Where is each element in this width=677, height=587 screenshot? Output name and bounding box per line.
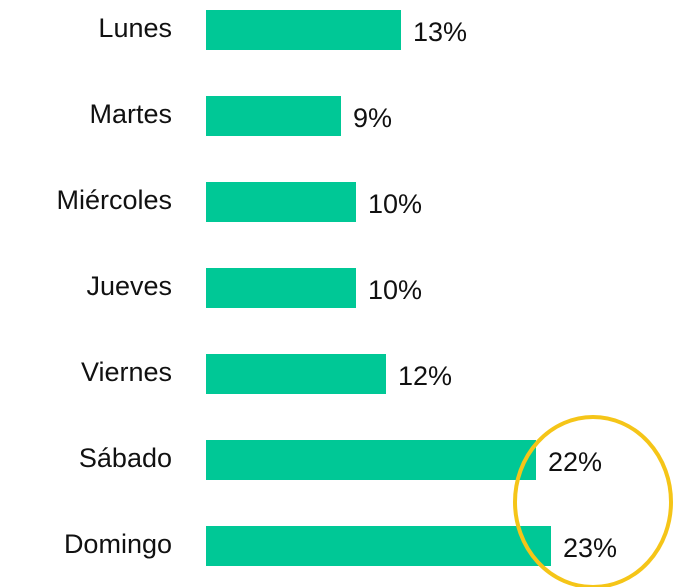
category-label: Martes	[89, 99, 172, 129]
bar	[206, 354, 386, 394]
bar	[206, 440, 536, 480]
category-label: Viernes	[81, 357, 172, 387]
bar	[206, 10, 401, 50]
category-label: Sábado	[79, 443, 172, 473]
bar	[206, 268, 356, 308]
category-label: Miércoles	[56, 185, 172, 215]
value-label: 13%	[413, 17, 467, 47]
value-label: 12%	[398, 361, 452, 391]
category-label: Lunes	[98, 13, 172, 43]
highlight-circle	[513, 415, 673, 587]
category-label: Jueves	[86, 271, 172, 301]
bar	[206, 526, 551, 566]
value-label: 23%	[563, 533, 617, 563]
value-label: 10%	[368, 189, 422, 219]
bar	[206, 182, 356, 222]
value-label: 9%	[353, 103, 392, 133]
category-label: Domingo	[64, 529, 172, 559]
bar	[206, 96, 341, 136]
value-label: 10%	[368, 275, 422, 305]
value-label: 22%	[548, 447, 602, 477]
